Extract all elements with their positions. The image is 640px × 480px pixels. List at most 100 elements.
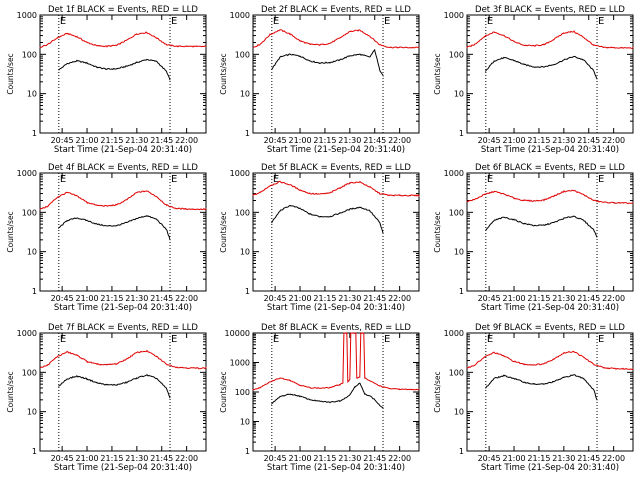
panel-8-ytick-label: 100 bbox=[235, 388, 250, 397]
panel-3-ytick-label: 1000 bbox=[444, 11, 464, 20]
panel-6-xtick-label: 20:45 bbox=[478, 294, 501, 303]
panel-4-xtick-label: 21:45 bbox=[150, 294, 173, 303]
panel-6-marker-label-1: E bbox=[487, 174, 493, 185]
panel-8-xtick-label: 21:15 bbox=[313, 454, 336, 463]
panel-4-marker-label-1: E bbox=[60, 174, 66, 185]
panel-3-ytick-label: 10 bbox=[454, 90, 464, 99]
panel-6-xtick-label: 21:00 bbox=[503, 294, 526, 303]
panel-5-plot-frame bbox=[252, 172, 420, 292]
panel-5-xtick-label: 21:45 bbox=[363, 294, 386, 303]
panel-8-xlabel: Start Time (21-Sep-04 20:31:40) bbox=[267, 463, 405, 473]
panel-3-marker-label-2: E bbox=[598, 16, 604, 27]
panel-9-xtick-label: 22:00 bbox=[602, 454, 625, 463]
panel-3-marker-label-1: E bbox=[487, 16, 493, 27]
panel-2-ytick-label: 100 bbox=[235, 50, 250, 59]
panel-9-ylabel: Counts/sec bbox=[433, 371, 442, 412]
panel-1-ytick-label: 100 bbox=[22, 50, 37, 59]
panel-9-ytick-label: 10 bbox=[454, 408, 464, 417]
panel-2-xtick-label: 21:15 bbox=[313, 136, 336, 145]
panel-3-ytick-label: 1 bbox=[459, 129, 464, 138]
panel-7-ytick-label: 10 bbox=[27, 408, 37, 417]
panel-8-marker-label-2: E bbox=[384, 334, 390, 345]
panel-4-ytick-label: 1000 bbox=[17, 169, 37, 178]
panel-6-marker-label-2: E bbox=[598, 174, 604, 185]
panel-7-ylabel: Counts/sec bbox=[6, 371, 15, 412]
panel-5-xtick-label: 21:00 bbox=[289, 294, 312, 303]
panel-5-xtick-label: 22:00 bbox=[388, 294, 411, 303]
panel-7-ytick-label: 1 bbox=[32, 447, 37, 456]
panel-2-ylabel: Counts/sec bbox=[219, 53, 228, 94]
panel-4-series-lld-line bbox=[39, 190, 207, 211]
panel-8-ytick-label: 1000 bbox=[230, 359, 250, 368]
panel-9-xlabel: Start Time (21-Sep-04 20:31:40) bbox=[481, 463, 619, 473]
panel-8-series-events-line bbox=[271, 382, 384, 409]
panel-1-ytick-label: 10 bbox=[27, 90, 37, 99]
panel-2-xtick-label: 21:30 bbox=[338, 136, 361, 145]
panel-4-xtick-label: 21:00 bbox=[76, 294, 99, 303]
panel-8-xtick-label: 21:30 bbox=[338, 454, 361, 463]
panel-1-xlabel: Start Time (21-Sep-04 20:31:40) bbox=[54, 145, 192, 155]
panel-3-xlabel: Start Time (21-Sep-04 20:31:40) bbox=[481, 145, 619, 155]
panel-5-ylabel: Counts/sec bbox=[219, 211, 228, 252]
panel-4-xtick-label: 22:00 bbox=[175, 294, 198, 303]
panel-8-ytick-label: 10000 bbox=[225, 329, 250, 338]
panel-8-title: Det 8f BLACK = Events, RED = LLD bbox=[261, 323, 411, 333]
panel-2-marker-label-2: E bbox=[384, 16, 390, 27]
panel-1-title: Det 1f BLACK = Events, RED = LLD bbox=[48, 5, 198, 15]
panel-1-xtick-label: 21:45 bbox=[150, 136, 173, 145]
panel-5-ytick-label: 100 bbox=[235, 208, 250, 217]
panel-4-xtick-label: 20:45 bbox=[51, 294, 74, 303]
panel-6-ytick-label: 1000 bbox=[444, 169, 464, 178]
panel-5-marker-label-1: E bbox=[273, 174, 279, 185]
panel-7-xtick-label: 21:45 bbox=[150, 454, 173, 463]
panel-4-series-events-line bbox=[58, 214, 171, 241]
panel-8-xtick-label: 22:00 bbox=[388, 454, 411, 463]
panel-9-xtick-label: 21:45 bbox=[577, 454, 600, 463]
panel-5-xtick-label: 21:15 bbox=[313, 294, 336, 303]
panel-4-ytick-label: 1 bbox=[32, 287, 37, 296]
panel-8-xtick-label: 21:45 bbox=[363, 454, 386, 463]
panel-9-ytick-label: 1 bbox=[459, 447, 464, 456]
panel-9-xtick-label: 21:00 bbox=[503, 454, 526, 463]
panel-5-xlabel: Start Time (21-Sep-04 20:31:40) bbox=[267, 303, 405, 313]
panel-2-xlabel: Start Time (21-Sep-04 20:31:40) bbox=[267, 145, 405, 155]
panel-1-xtick-label: 21:00 bbox=[76, 136, 99, 145]
panel-5-series-events-line bbox=[271, 204, 384, 234]
panel-8-xtick-label: 20:45 bbox=[264, 454, 287, 463]
panel-6-ytick-label: 100 bbox=[449, 208, 464, 217]
panel-1-xtick-label: 22:00 bbox=[175, 136, 198, 145]
panel-2-xtick-label: 22:00 bbox=[388, 136, 411, 145]
panel-3-xtick-label: 21:00 bbox=[503, 136, 526, 145]
panel-7-marker-label-2: E bbox=[171, 334, 177, 345]
panel-1-xtick-label: 21:30 bbox=[125, 136, 148, 145]
panel-1-plot-frame bbox=[39, 14, 207, 134]
panel-3-xtick-label: 22:00 bbox=[602, 136, 625, 145]
panel-3-ytick-label: 100 bbox=[449, 50, 464, 59]
panel-6-ytick-label: 10 bbox=[454, 248, 464, 257]
panel-9-series-events-line bbox=[485, 374, 598, 401]
panel-6-series-lld-line bbox=[466, 189, 634, 205]
panel-9-ytick-label: 100 bbox=[449, 368, 464, 377]
panel-3-ylabel: Counts/sec bbox=[433, 53, 442, 94]
panel-8-series-lld-line bbox=[252, 331, 420, 391]
panel-7-marker-label-1: E bbox=[60, 334, 66, 345]
panel-7-ytick-label: 100 bbox=[22, 368, 37, 377]
panel-7-series-lld-line bbox=[39, 349, 207, 370]
panel-7-series-events-line bbox=[58, 373, 171, 399]
panel-8-ytick-label: 10 bbox=[240, 418, 250, 427]
panel-4-ytick-label: 100 bbox=[22, 208, 37, 217]
panel-2-series-events-line bbox=[271, 48, 384, 78]
panel-9-plot-frame bbox=[466, 332, 634, 452]
panel-3-plot-frame bbox=[466, 14, 634, 134]
panel-3-xtick-label: 21:15 bbox=[527, 136, 550, 145]
panel-6-xtick-label: 21:15 bbox=[527, 294, 550, 303]
panel-7-xtick-label: 22:00 bbox=[175, 454, 198, 463]
panel-8-ytick-label: 1 bbox=[245, 447, 250, 456]
panel-4-marker-label-2: E bbox=[171, 174, 177, 185]
panel-4-xtick-label: 21:15 bbox=[100, 294, 123, 303]
panel-1-ylabel: Counts/sec bbox=[6, 53, 15, 94]
panel-5-xtick-label: 21:30 bbox=[338, 294, 361, 303]
panel-9-xtick-label: 20:45 bbox=[478, 454, 501, 463]
panel-5-series-lld-line bbox=[252, 180, 420, 198]
